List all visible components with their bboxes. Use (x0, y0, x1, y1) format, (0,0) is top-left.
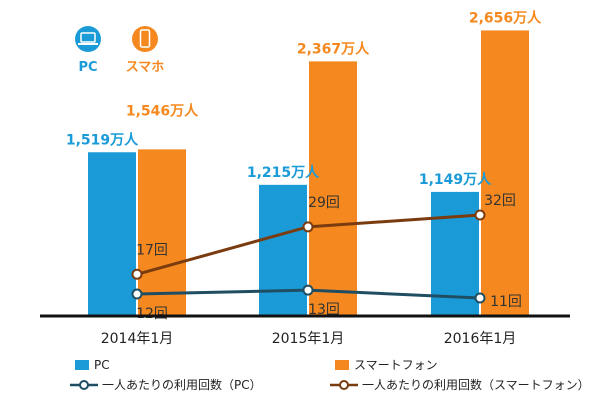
legend-smartphone-line-label: 一人あたりの利用回数（スマートフォン） (362, 377, 590, 392)
line-smartphone-value-label: 32回 (484, 193, 516, 209)
line-smartphone-marker (302, 221, 314, 233)
x-tick-label: 2014年1月 (101, 331, 174, 347)
pc-badge: PC (75, 26, 101, 75)
legend-smartphone-line-marker (339, 380, 349, 390)
line-pc-value-label: 13回 (308, 302, 340, 318)
bar-smartphone (138, 149, 186, 315)
bar-smartphone (481, 30, 529, 316)
line-smartphone-value-label: 29回 (308, 195, 340, 211)
bar-pc-value-label: 1,519万人 (66, 131, 139, 148)
line-smartphone-marker (131, 268, 143, 280)
legend-pc-line-marker (79, 380, 89, 390)
line-smartphone-marker (474, 209, 486, 221)
x-tick-label: 2015年1月 (272, 331, 345, 347)
lines-layer (131, 209, 486, 304)
legend-pc-swatch (75, 360, 89, 370)
labels-layer: 1,519万人 1,546万人 1,215万人 2,367万人 1,149万人 2,656… (66, 9, 542, 322)
smartphone-badge-label: スマホ (126, 60, 165, 75)
line-pc-marker (474, 292, 486, 304)
bar-smartphone-value-label: 1,546万人 (126, 102, 199, 119)
laptop-base-shape (78, 43, 98, 45)
bar-smartphone (309, 61, 357, 316)
line-pc-marker (302, 284, 314, 296)
smartphone-icon (132, 26, 158, 52)
bar-pc (431, 191, 479, 315)
bar-pc (88, 152, 136, 315)
x-axis-ticks: 2014年1月 2015年1月 2016年1月 (101, 331, 517, 347)
legend-pc-label: PC (94, 358, 110, 372)
bar-pc (259, 184, 307, 315)
bar-smartphone-value-label: 2,656万人 (469, 9, 542, 26)
x-tick-label: 2016年1月 (444, 331, 517, 347)
line-pc-value-label: 12回 (136, 306, 168, 322)
bar-pc-value-label: 1,215万人 (247, 164, 320, 181)
line-pc-marker (131, 288, 143, 300)
legend: PC スマートフォン 一人あたりの利用回数（PC） 一人あたりの利用回数（スマー… (70, 358, 590, 392)
smartphone-body-shape (139, 29, 151, 48)
bar-pc-value-label: 1,149万人 (419, 171, 492, 188)
bars-layer (88, 30, 529, 316)
line-smartphone-value-label: 17回 (136, 242, 168, 258)
legend-smartphone-label: スマートフォン (354, 358, 438, 372)
legend-smartphone-swatch (335, 360, 349, 370)
laptop-screen-shape (80, 32, 96, 43)
bar-smartphone-value-label: 2,367万人 (297, 40, 370, 57)
smartphone-badge: スマホ (126, 26, 165, 75)
pc-badge-label: PC (78, 60, 97, 75)
line-pc-value-label: 11回 (490, 294, 522, 310)
laptop-icon (75, 26, 101, 52)
legend-pc-line-label: 一人あたりの利用回数（PC） (102, 377, 262, 392)
